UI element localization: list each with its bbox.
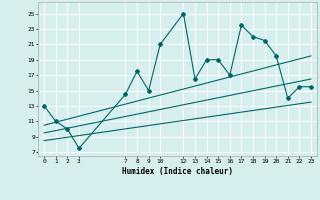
X-axis label: Humidex (Indice chaleur): Humidex (Indice chaleur) bbox=[122, 167, 233, 176]
